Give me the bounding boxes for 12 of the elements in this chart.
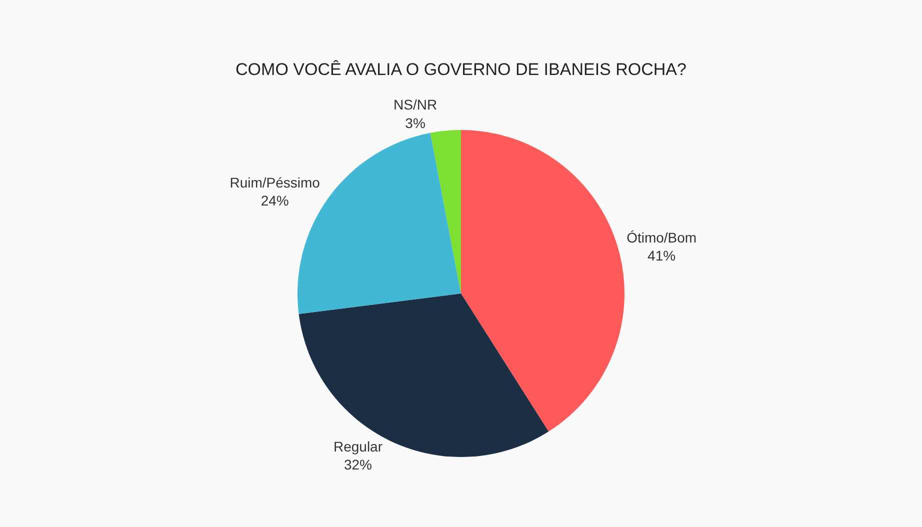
data-label: 3% [405,114,426,131]
pie-slice [461,130,624,432]
data-label: 32% [344,456,372,473]
pie-slice [430,130,461,294]
slice-label: Regular [333,438,383,454]
data-label: 24% [260,192,289,209]
slice-label: Ótimo/Bom [626,229,697,246]
pie-slice [298,294,549,457]
slice-label: Ruim/Péssimo [230,174,320,190]
chart-title: COMO VOCÊ AVALIA O GOVERNO DE IBANEIS ROCHA? [236,60,686,80]
slice-label: NS/NR [394,96,438,113]
data-label: 41% [648,248,676,264]
